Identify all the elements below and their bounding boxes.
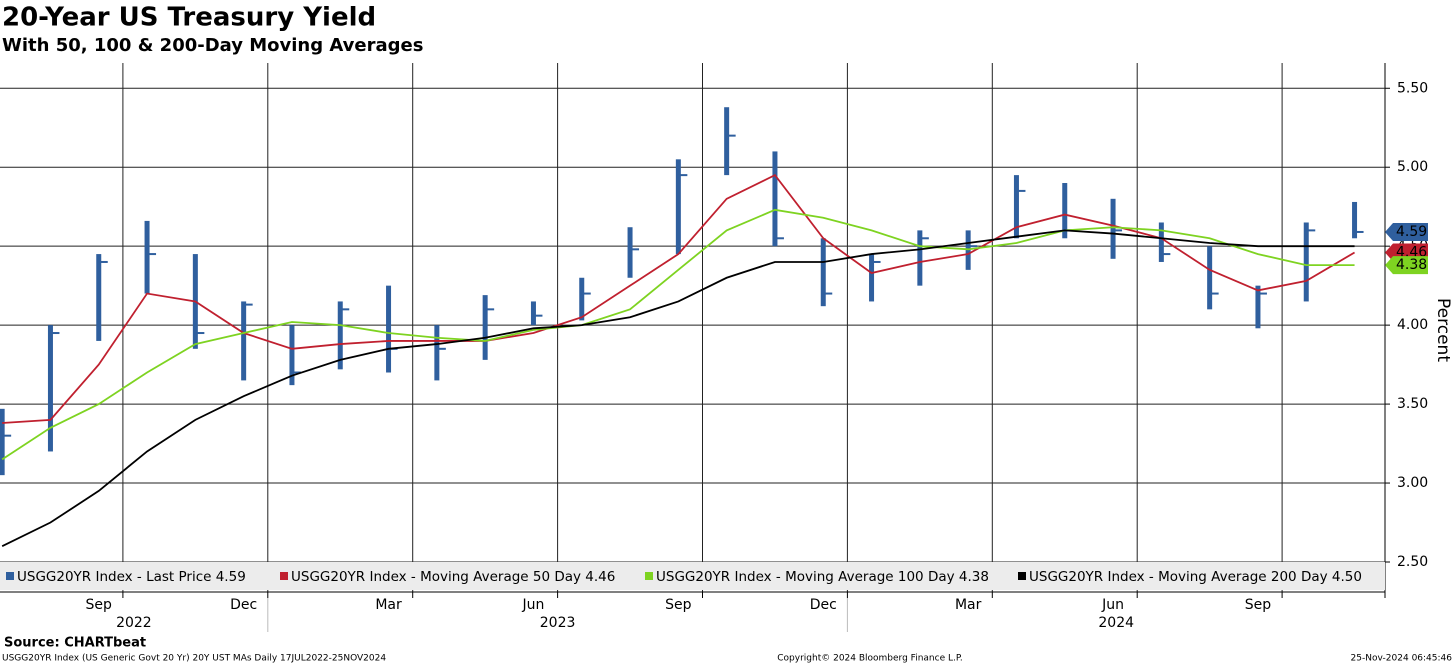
x-tick-label: Mar — [375, 597, 402, 613]
price-range — [386, 285, 392, 373]
ma-line — [1, 229, 1355, 548]
price-range — [1013, 175, 1019, 239]
price-range — [1255, 285, 1261, 329]
year-label: 2022 — [116, 615, 152, 631]
chart-subtitle: With 50, 100 & 200-Day Moving Averages — [2, 35, 423, 56]
timestamp: 25-Nov-2024 06:45:46 — [1351, 654, 1453, 664]
x-tick-label: Dec — [230, 597, 257, 613]
price-range — [1062, 183, 1068, 239]
price-range — [530, 301, 536, 326]
x-tick-label: Dec — [810, 597, 837, 613]
price-range — [869, 254, 875, 302]
x-tick-label: Jun — [522, 597, 545, 613]
price-range — [241, 301, 247, 381]
source: Source: CHARTbeat — [4, 636, 146, 651]
legend-swatch — [280, 572, 288, 580]
last-value-box — [1385, 256, 1428, 275]
price-range — [1303, 222, 1309, 302]
y-tick-label: 2.50 — [1397, 554, 1428, 570]
y-tick-label: 3.00 — [1397, 475, 1428, 491]
price-range — [1207, 246, 1213, 310]
last-value-label: 4.38 — [1396, 257, 1427, 273]
chart-title: 20-Year US Treasury Yield — [2, 3, 376, 33]
price-range — [627, 227, 633, 278]
y-tick-label: 3.50 — [1397, 396, 1428, 412]
x-tick-label: Mar — [955, 597, 982, 613]
price-range — [1110, 198, 1116, 259]
price-range — [289, 325, 295, 386]
price-range — [579, 277, 585, 321]
plot-area — [0, 63, 1385, 592]
price-range — [482, 295, 488, 360]
y-tick-label: 5.50 — [1397, 80, 1428, 96]
legend-label: USGG20YR Index - Moving Average 50 Day 4… — [291, 569, 615, 585]
price-range — [144, 220, 150, 294]
price-range — [724, 107, 730, 176]
legend-label: USGG20YR Index - Last Price 4.59 — [17, 569, 246, 585]
y-axis-label: Percent — [1433, 298, 1453, 362]
price-range — [1158, 222, 1164, 262]
price-range — [820, 238, 826, 307]
last-value-label: 4.59 — [1396, 224, 1427, 240]
legend-swatch — [6, 572, 14, 580]
x-tick-label: Sep — [665, 597, 692, 613]
price-range — [47, 325, 53, 452]
ma-line — [1, 208, 1355, 461]
price-range — [772, 151, 778, 247]
y-tick-label: 4.00 — [1397, 317, 1428, 333]
legend-swatch — [645, 572, 653, 580]
price-range — [434, 325, 440, 381]
x-tick-label: Sep — [86, 597, 113, 613]
year-label: 2023 — [540, 615, 576, 631]
footnote: USGG20YR Index (US Generic Govt 20 Yr) 2… — [2, 654, 386, 664]
y-tick-label: 5.00 — [1397, 159, 1428, 175]
price-range — [0, 408, 5, 476]
price-range — [96, 254, 102, 341]
year-label: 2024 — [1098, 615, 1134, 631]
price-range — [917, 230, 923, 286]
x-tick-label: Sep — [1245, 597, 1272, 613]
price-range — [337, 301, 343, 370]
price-range — [675, 159, 681, 255]
legend-label: USGG20YR Index - Moving Average 200 Day … — [1029, 569, 1362, 585]
price-range — [1352, 201, 1358, 239]
legend-swatch — [1018, 572, 1026, 580]
legend-background — [0, 562, 1385, 590]
last-value-box — [1385, 222, 1428, 241]
ma-line — [2, 173, 1356, 424]
legend-label: USGG20YR Index - Moving Average 100 Day … — [656, 569, 989, 585]
copyright: Copyright© 2024 Bloomberg Finance L.P. — [777, 654, 962, 664]
x-tick-label: Jun — [1101, 597, 1124, 613]
